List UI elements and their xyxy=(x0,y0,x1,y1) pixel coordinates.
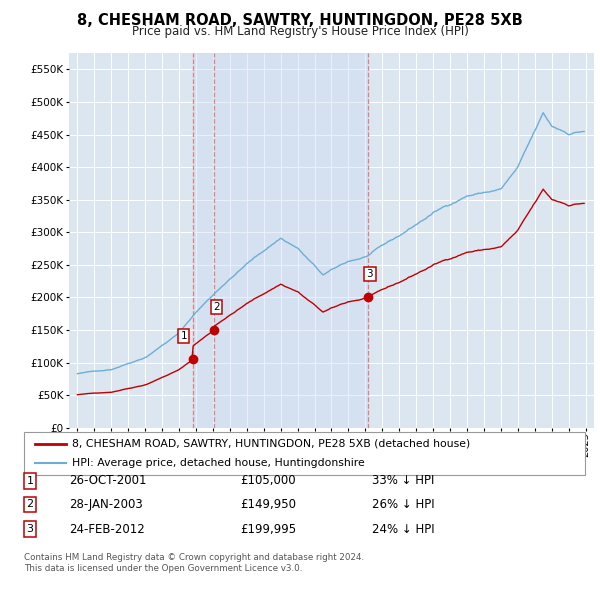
Text: 1: 1 xyxy=(181,331,187,341)
Text: Price paid vs. HM Land Registry's House Price Index (HPI): Price paid vs. HM Land Registry's House … xyxy=(131,25,469,38)
Text: 33% ↓ HPI: 33% ↓ HPI xyxy=(372,474,434,487)
Text: 3: 3 xyxy=(26,525,34,534)
Text: Contains HM Land Registry data © Crown copyright and database right 2024.
This d: Contains HM Land Registry data © Crown c… xyxy=(24,553,364,573)
Text: 2: 2 xyxy=(26,500,34,509)
Text: 2: 2 xyxy=(213,302,220,312)
Bar xyxy=(193,53,368,428)
Text: 24% ↓ HPI: 24% ↓ HPI xyxy=(372,523,434,536)
Text: 8, CHESHAM ROAD, SAWTRY, HUNTINGDON, PE28 5XB (detached house): 8, CHESHAM ROAD, SAWTRY, HUNTINGDON, PE2… xyxy=(71,439,470,449)
Text: £199,995: £199,995 xyxy=(240,523,296,536)
Text: 26-OCT-2001: 26-OCT-2001 xyxy=(69,474,146,487)
Text: £149,950: £149,950 xyxy=(240,498,296,511)
Text: 8, CHESHAM ROAD, SAWTRY, HUNTINGDON, PE28 5XB: 8, CHESHAM ROAD, SAWTRY, HUNTINGDON, PE2… xyxy=(77,13,523,28)
Text: 1: 1 xyxy=(26,476,34,486)
Text: £105,000: £105,000 xyxy=(240,474,296,487)
Text: 24-FEB-2012: 24-FEB-2012 xyxy=(69,523,145,536)
Text: 3: 3 xyxy=(367,269,373,279)
Text: 26% ↓ HPI: 26% ↓ HPI xyxy=(372,498,434,511)
Text: 28-JAN-2003: 28-JAN-2003 xyxy=(69,498,143,511)
Text: HPI: Average price, detached house, Huntingdonshire: HPI: Average price, detached house, Hunt… xyxy=(71,458,364,468)
FancyBboxPatch shape xyxy=(24,432,585,475)
